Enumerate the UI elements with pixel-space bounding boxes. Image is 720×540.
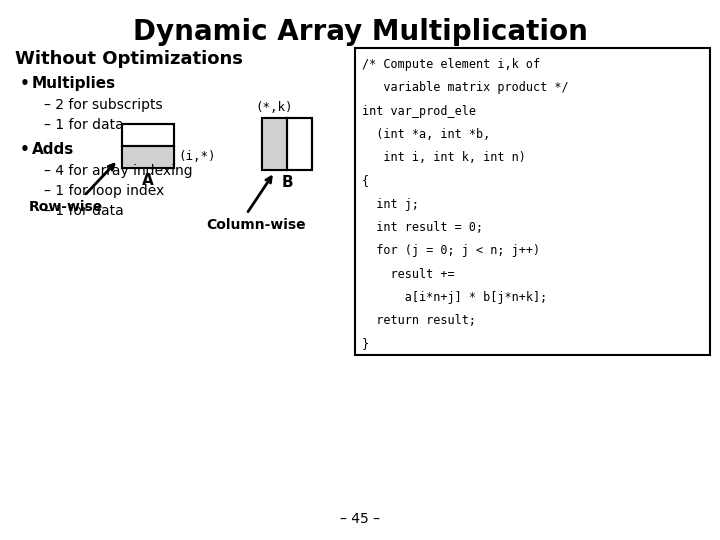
Bar (355, 48, 710, 355)
Text: return result;: return result; (362, 314, 476, 327)
Text: Row-wise: Row-wise (29, 200, 103, 214)
Text: (int *a, int *b,: (int *a, int *b, (362, 128, 490, 141)
Text: int result = 0;: int result = 0; (362, 221, 483, 234)
Bar (122, 146, 174, 168)
Text: – 2 for subscripts: – 2 for subscripts (44, 98, 163, 112)
Text: /* Compute element i,k of: /* Compute element i,k of (362, 58, 540, 71)
Bar (122, 124, 174, 168)
Bar (262, 118, 287, 170)
Text: (i,*): (i,*) (178, 151, 215, 164)
Text: result +=: result += (362, 267, 454, 280)
Text: – 1 for data: – 1 for data (44, 204, 124, 218)
Text: Adds: Adds (32, 142, 74, 157)
Bar (262, 118, 312, 170)
Text: Column-wise: Column-wise (207, 218, 306, 232)
Text: {: { (362, 174, 369, 187)
Text: – 1 for loop index: – 1 for loop index (44, 184, 164, 198)
Text: a[i*n+j] * b[j*n+k];: a[i*n+j] * b[j*n+k]; (362, 291, 547, 304)
Text: (*,k): (*,k) (256, 101, 293, 114)
Text: Dynamic Array Multiplication: Dynamic Array Multiplication (132, 18, 588, 46)
Text: int i, int k, int n): int i, int k, int n) (362, 151, 526, 164)
Text: for (j = 0; j < n; j++): for (j = 0; j < n; j++) (362, 244, 540, 257)
Text: Without Optimizations: Without Optimizations (15, 50, 243, 68)
Text: B: B (282, 175, 293, 190)
Text: int var_prod_ele: int var_prod_ele (362, 105, 476, 118)
Text: – 1 for data: – 1 for data (44, 118, 124, 132)
Text: A: A (142, 173, 154, 188)
Text: int j;: int j; (362, 198, 419, 211)
Bar (122, 124, 174, 168)
Bar (262, 118, 312, 170)
Text: – 45 –: – 45 – (340, 512, 380, 526)
Text: variable matrix product */: variable matrix product */ (362, 82, 569, 94)
Text: •: • (20, 76, 30, 91)
Text: }: } (362, 338, 369, 350)
Text: Multiplies: Multiplies (32, 76, 116, 91)
Text: – 4 for array indexing: – 4 for array indexing (44, 164, 193, 178)
Text: •: • (20, 142, 30, 157)
